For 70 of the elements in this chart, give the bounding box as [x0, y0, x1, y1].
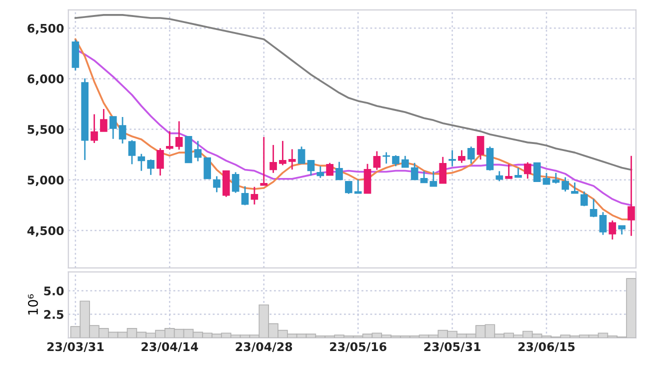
candlestick: [410, 162, 418, 180]
candlestick: [279, 140, 286, 166]
y-tick-label: 2.5: [44, 310, 64, 319]
x-tick-label: 23/04/28: [236, 342, 292, 352]
candlestick: [628, 155, 635, 237]
candlestick: [156, 148, 164, 176]
candlestick: [476, 136, 484, 160]
candlestick: [514, 167, 522, 178]
candlestick: [213, 176, 220, 193]
candlestick: [562, 176, 569, 192]
candlestick: [344, 180, 352, 195]
candlestick: [533, 162, 541, 182]
candlestick: [505, 164, 512, 179]
candlestick: [467, 146, 475, 164]
x-tick-label: 23/06/15: [518, 342, 575, 352]
candlestick: [109, 116, 117, 140]
candlestick: [420, 170, 428, 184]
y-tick-label: 6,500: [28, 24, 64, 34]
x-tick-label: 23/03/31: [47, 342, 104, 352]
candlestick: [270, 144, 277, 174]
y-axis-title: 10⁶: [28, 294, 38, 314]
candlestick: [118, 116, 126, 144]
candlestick: [458, 150, 466, 164]
candlestick: [542, 172, 550, 185]
candlestick: [90, 114, 98, 144]
candlestick: [204, 157, 211, 180]
candlestick: [138, 153, 146, 172]
candlestick: [100, 108, 108, 132]
y-tick-label: 5.0: [44, 286, 64, 296]
candlestick: [608, 220, 616, 240]
candlestick: [590, 198, 598, 218]
candlestick: [298, 146, 306, 164]
y-tick-label: 6,000: [28, 74, 64, 85]
candlestick: [288, 148, 296, 170]
candlestick: [496, 170, 504, 182]
candlestick: [336, 161, 343, 180]
candlestick: [250, 186, 258, 206]
candlestick: [392, 154, 400, 167]
x-tick-label: 23/05/16: [330, 342, 386, 352]
candlestick: [175, 120, 183, 150]
candlestick: [382, 152, 390, 164]
candlestick: [364, 163, 372, 194]
candlestick: [232, 171, 240, 194]
x-tick-label: 23/05/31: [424, 342, 480, 352]
candlestick: [316, 166, 324, 179]
candlestick: [241, 186, 249, 206]
candlestick: [128, 140, 136, 165]
candlestick: [486, 146, 494, 172]
candlestick: [326, 162, 334, 176]
candlestick: [448, 150, 456, 167]
candlestick: [580, 190, 588, 207]
line-series: [74, 14, 632, 171]
candlestick: [373, 150, 381, 171]
x-tick-label: 23/04/14: [142, 342, 198, 352]
candlestick: [307, 160, 315, 176]
candlestick: [260, 136, 268, 186]
candlestick: [166, 130, 174, 150]
candlestick: [524, 162, 532, 180]
candlestick: [354, 178, 362, 194]
y-tick-label: 5,500: [28, 125, 64, 136]
y-tick-label: 4,500: [27, 226, 64, 237]
candlestick: [552, 172, 560, 184]
candlestick: [439, 156, 447, 184]
candlestick: [599, 211, 607, 236]
candlestick: [430, 170, 438, 187]
y-tick-label: 5,000: [28, 176, 64, 186]
candlestick: [402, 155, 409, 168]
candlestick: [194, 140, 202, 162]
candlestick: [571, 182, 578, 194]
candlestick: [147, 158, 154, 176]
